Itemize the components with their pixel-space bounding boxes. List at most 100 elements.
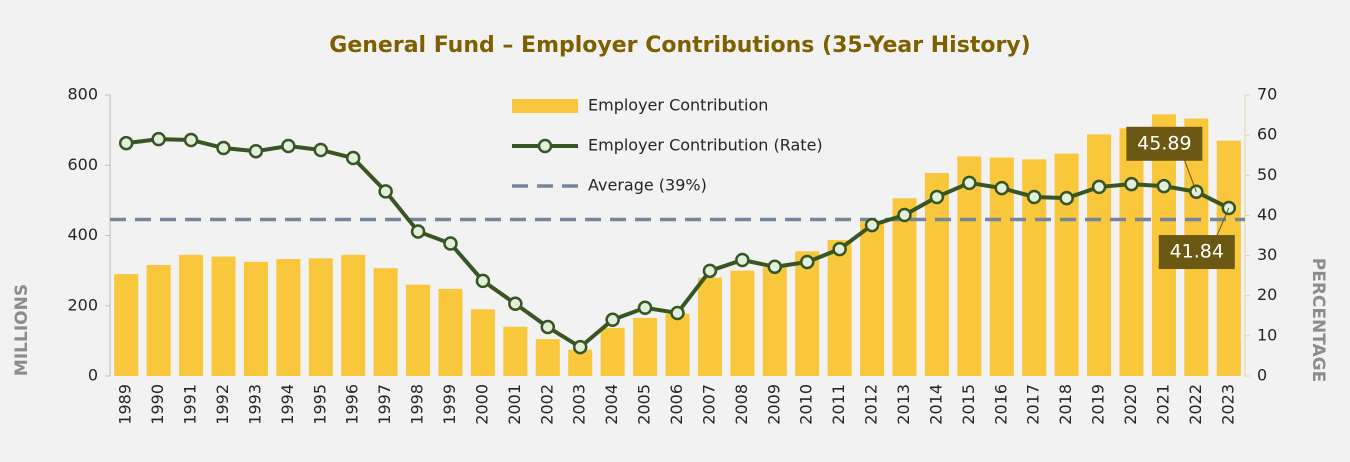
rate-marker xyxy=(540,319,556,335)
rate-marker xyxy=(864,217,880,233)
bar xyxy=(989,157,1014,376)
y-tick-label: 800 xyxy=(67,85,98,104)
rate-marker xyxy=(832,241,847,257)
rate-marker xyxy=(118,135,134,151)
data-label-box xyxy=(1158,235,1235,270)
bar xyxy=(957,156,982,376)
y2-tick-label: 60 xyxy=(1257,125,1277,144)
rate-marker xyxy=(151,131,166,147)
rate-marker xyxy=(1059,190,1074,206)
x-tick-label: 2010 xyxy=(797,384,816,425)
y2-axis-label: PERCENTAGE xyxy=(1308,258,1328,382)
rate-marker xyxy=(313,142,329,158)
y-tick-label: 0 xyxy=(88,366,98,385)
rate-marker xyxy=(443,236,458,251)
y2-tick-label: 10 xyxy=(1257,325,1277,344)
legend-label: Average (39%) xyxy=(588,176,707,195)
x-tick-label: 2014 xyxy=(926,384,945,425)
data-label: 45.89 xyxy=(1137,132,1191,154)
x-tick-label: 1991 xyxy=(181,384,200,425)
bar xyxy=(697,277,722,376)
x-tick-label: 1997 xyxy=(375,384,394,425)
rate-marker xyxy=(378,184,393,199)
x-tick-label: 1993 xyxy=(245,384,264,425)
bar xyxy=(211,256,236,376)
x-tick-label: 2020 xyxy=(1121,384,1140,425)
x-tick-label: 2002 xyxy=(537,384,556,425)
x-tick-label: 2018 xyxy=(1056,384,1075,425)
y-tick-label: 200 xyxy=(67,295,98,314)
rate-marker xyxy=(799,254,815,270)
bar xyxy=(860,221,885,376)
x-tick-label: 2021 xyxy=(1153,384,1172,425)
rate-marker xyxy=(281,138,296,154)
rate-marker xyxy=(637,300,653,316)
rate-marker xyxy=(929,189,945,205)
rate-marker xyxy=(605,312,620,328)
rate-marker xyxy=(1156,178,1172,194)
bar xyxy=(1119,128,1144,376)
rate-marker xyxy=(410,224,426,239)
bar xyxy=(762,267,787,376)
legend-label: Employer Contribution xyxy=(588,96,768,115)
rate-marker xyxy=(994,180,1010,196)
rate-marker xyxy=(508,296,523,311)
bar xyxy=(308,258,333,376)
x-tick-label: 1995 xyxy=(310,384,329,425)
bar xyxy=(633,318,658,376)
label-leader xyxy=(1183,159,1197,192)
y2-tick-label: 20 xyxy=(1257,285,1277,304)
bar xyxy=(568,349,593,376)
x-tick-label: 1998 xyxy=(408,384,427,425)
x-tick-label: 2003 xyxy=(570,384,589,425)
rate-marker xyxy=(670,305,685,321)
y2-tick-label: 50 xyxy=(1257,165,1277,184)
rate-marker xyxy=(1026,189,1042,205)
rate-marker xyxy=(475,273,491,289)
bar xyxy=(438,288,463,376)
rate-marker xyxy=(962,175,977,191)
bar xyxy=(373,268,398,376)
bar xyxy=(470,309,495,376)
y2-tick-label: 0 xyxy=(1257,366,1267,385)
rate-marker xyxy=(767,259,783,275)
bar xyxy=(827,240,852,376)
x-tick-label: 1992 xyxy=(213,384,232,425)
y2-tick-label: 30 xyxy=(1257,245,1277,264)
bar xyxy=(1022,159,1047,376)
bar xyxy=(341,254,366,376)
legend-swatch xyxy=(512,99,578,113)
x-tick-label: 1989 xyxy=(116,384,135,425)
x-tick-label: 1994 xyxy=(278,384,297,425)
x-tick-label: 2012 xyxy=(862,384,881,425)
legend-marker xyxy=(537,138,553,154)
legend-label: Employer Contribution (Rate) xyxy=(588,136,823,155)
bar xyxy=(795,251,820,376)
x-tick-label: 1999 xyxy=(440,384,459,425)
bar xyxy=(503,326,528,376)
x-tick-label: 2005 xyxy=(635,384,654,425)
rate-marker xyxy=(1091,179,1107,195)
bar xyxy=(924,172,949,376)
y2-tick-label: 40 xyxy=(1257,205,1277,224)
x-tick-label: 1996 xyxy=(343,384,362,425)
bar xyxy=(276,259,301,376)
bar xyxy=(892,198,917,376)
x-tick-label: 2008 xyxy=(732,384,751,425)
y-tick-label: 600 xyxy=(67,155,98,174)
y-axis-label: MILLIONS xyxy=(12,284,32,376)
y-tick-label: 400 xyxy=(67,225,98,244)
x-tick-label: 2004 xyxy=(602,384,621,425)
rate-marker xyxy=(183,132,199,148)
rate-marker xyxy=(897,207,912,223)
x-tick-label: 1990 xyxy=(148,384,167,425)
bar xyxy=(1087,134,1112,376)
rate-marker xyxy=(1124,176,1139,192)
x-tick-label: 2023 xyxy=(1218,384,1237,425)
bar xyxy=(179,254,204,376)
x-tick-label: 2006 xyxy=(667,384,686,425)
x-tick-label: 2009 xyxy=(764,384,783,425)
rate-marker xyxy=(216,140,231,156)
x-tick-label: 2017 xyxy=(1024,384,1043,425)
